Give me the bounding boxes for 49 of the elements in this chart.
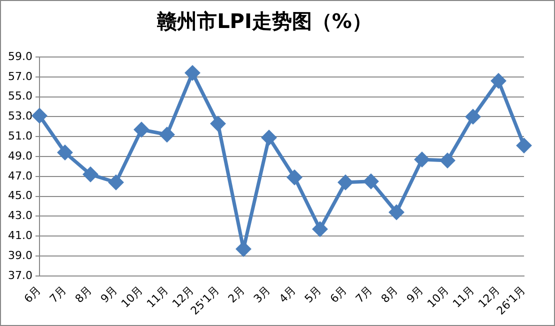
point — [108, 175, 124, 190]
point — [134, 122, 149, 137]
y-tick-label: 47.0 — [8, 169, 32, 182]
x-tick-label: 2月 — [226, 284, 248, 306]
chart-title: 赣州市LPI走势图（%） — [156, 9, 372, 34]
y-tick-label: 39.0 — [8, 248, 32, 262]
y-tick-label: 45.0 — [8, 189, 32, 202]
x-tick-label: 9月 — [98, 284, 120, 306]
point — [160, 127, 174, 142]
y-tick-label: 49.0 — [8, 149, 32, 162]
point — [262, 130, 276, 145]
point — [491, 74, 506, 88]
y-tick-label: 53.0 — [8, 110, 32, 123]
x-tick-label: 7月 — [47, 284, 70, 306]
point — [516, 138, 532, 153]
x-tick-label: 7月 — [353, 284, 376, 306]
point — [440, 153, 455, 168]
point — [389, 204, 404, 220]
x-tick-label: 8月 — [72, 284, 95, 306]
point — [287, 170, 302, 185]
point — [185, 66, 200, 80]
y-tick-label: 37.0 — [8, 268, 32, 282]
y-tick-label: 51.0 — [8, 129, 32, 142]
x-tick-label: 10月 — [424, 284, 452, 310]
point — [83, 167, 98, 182]
x-tick-label: 10月 — [118, 284, 146, 310]
x-tick-label: 11月 — [450, 284, 478, 310]
x-tick-label: 8月 — [378, 284, 401, 306]
x-tick-label: 5月 — [302, 284, 324, 306]
x-tick-label: 6月 — [22, 284, 44, 306]
point — [364, 174, 378, 189]
x-tick-label: 4月 — [276, 284, 299, 306]
x-tick-label: 6月 — [328, 284, 350, 306]
point — [58, 145, 72, 160]
y-tick-label: 41.0 — [8, 228, 32, 242]
point — [32, 108, 47, 123]
x-tick-label: 9月 — [404, 284, 426, 306]
y-tick-label: 59.0 — [8, 50, 32, 63]
point — [466, 109, 480, 124]
x-tick-label: 11月 — [144, 284, 172, 310]
y-tick-label: 55.0 — [8, 90, 32, 103]
point — [338, 175, 353, 190]
y-tick-label: 57.0 — [8, 70, 32, 83]
point — [236, 242, 251, 256]
point — [312, 222, 328, 236]
x-tick-label: 3月 — [251, 284, 274, 306]
point — [414, 152, 430, 167]
point — [210, 116, 226, 131]
y-tick-label: 43.0 — [8, 209, 32, 222]
